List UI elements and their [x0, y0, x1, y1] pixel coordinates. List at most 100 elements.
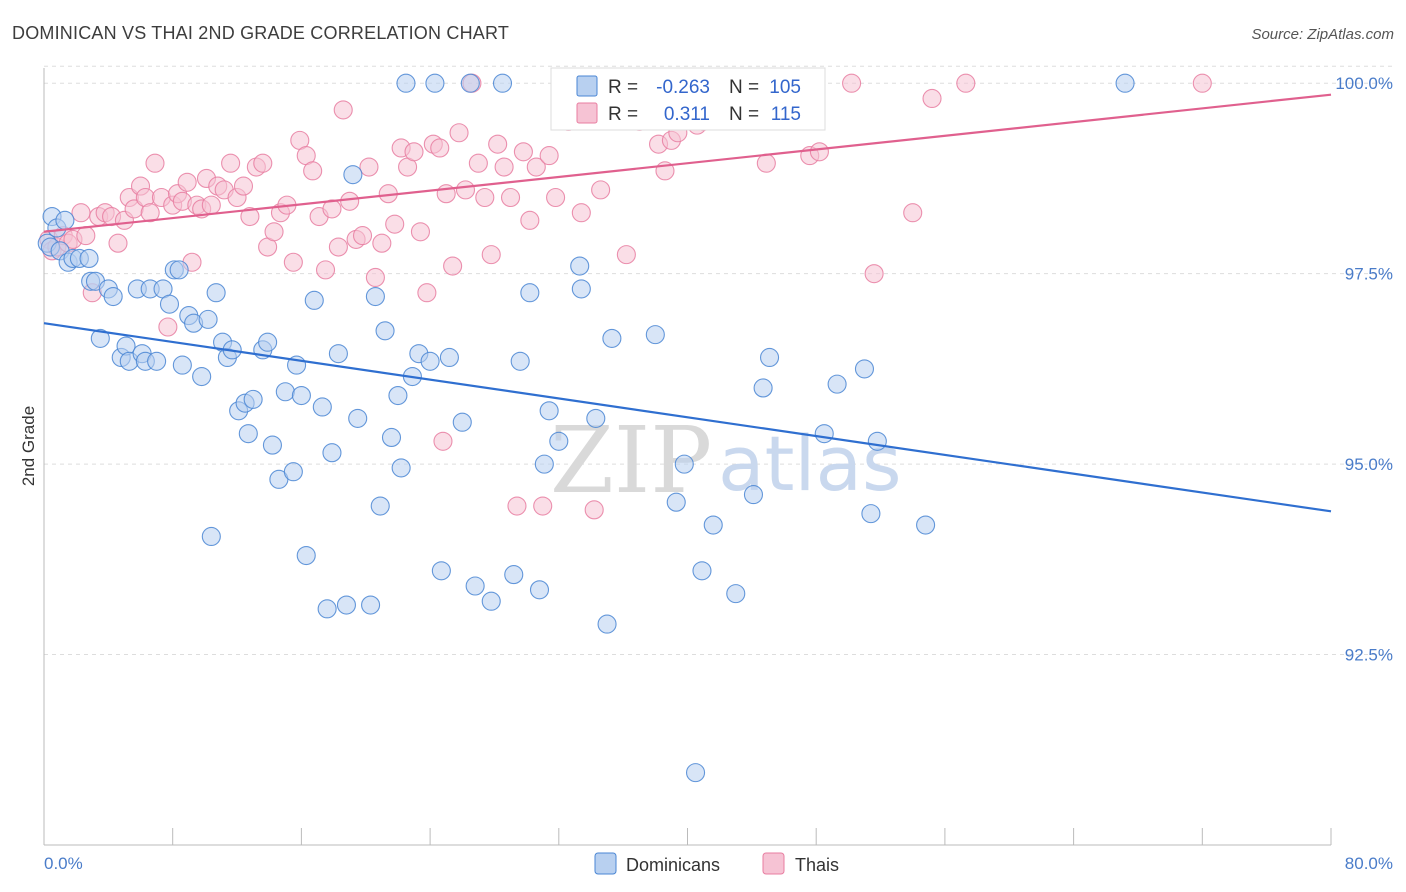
- y-tick-label: 95.0%: [1345, 455, 1393, 474]
- thai-point: [513, 142, 533, 162]
- y-tick-label: 97.5%: [1345, 265, 1393, 284]
- thai-point: [475, 187, 495, 208]
- thai-point: [76, 226, 96, 246]
- grid-lines: [44, 65, 1392, 656]
- stats-n-value-dominicans: 105: [769, 77, 801, 98]
- dominican-point: [692, 561, 712, 581]
- stats-n-value-thais: 115: [771, 104, 801, 125]
- dominican-point: [534, 454, 554, 474]
- dominican-point: [361, 595, 381, 615]
- thai-point: [481, 245, 501, 265]
- dominican-point: [291, 386, 311, 406]
- dominican-point: [854, 359, 875, 379]
- thai-point: [385, 214, 405, 234]
- dominican-point: [452, 412, 472, 432]
- thai-point: [140, 203, 160, 223]
- dominican-point: [201, 526, 221, 547]
- thai-point: [315, 260, 336, 280]
- thai-point: [108, 233, 128, 253]
- thai-point: [809, 142, 829, 162]
- legend-swatch-thais: [762, 852, 785, 875]
- thai-point: [372, 233, 392, 253]
- dominican-point: [283, 462, 303, 482]
- dominican-point: [916, 515, 936, 535]
- thai-point: [433, 431, 453, 451]
- dominican-point: [304, 290, 324, 310]
- thai-point: [333, 100, 353, 120]
- thai-point: [359, 157, 379, 177]
- dominican-point: [425, 73, 445, 93]
- thai-point: [455, 180, 476, 200]
- thai-point: [352, 226, 373, 246]
- thai-point: [507, 496, 527, 516]
- y-tick-label: 92.5%: [1345, 646, 1393, 665]
- dominican-point: [645, 325, 665, 345]
- thai-point: [533, 496, 553, 516]
- dominican-point: [586, 408, 606, 428]
- dominican-point: [520, 283, 540, 303]
- dominican-point: [510, 351, 530, 371]
- thai-point: [404, 142, 424, 162]
- dominican-point: [258, 332, 278, 352]
- thais-trend-line: [43, 93, 1332, 233]
- series-layer: [37, 73, 1212, 783]
- dominican-point: [504, 565, 524, 585]
- dominican-point: [685, 763, 706, 783]
- legend-label-dominicans: Dominicans: [626, 855, 720, 875]
- stats-n-label-dominicans: N =: [729, 77, 759, 98]
- dominican-point: [861, 504, 881, 524]
- thai-point: [526, 157, 546, 177]
- thai-point: [443, 256, 463, 276]
- thai-point: [616, 245, 636, 265]
- thai-point: [233, 176, 254, 196]
- stats-r-value-thais: 0.311: [664, 104, 710, 125]
- dominican-point: [336, 595, 356, 615]
- dominican-point: [375, 321, 395, 341]
- dominican-point: [169, 260, 189, 280]
- dominican-point: [296, 545, 316, 566]
- thai-point: [756, 153, 776, 173]
- dominican-point: [539, 401, 559, 421]
- x-tick-label-start: 0.0%: [44, 854, 83, 873]
- thai-point: [488, 134, 508, 154]
- dominican-point: [529, 580, 550, 600]
- thai-point: [303, 161, 323, 181]
- thai-point: [591, 180, 611, 200]
- dominican-point: [388, 386, 408, 406]
- thai-point: [500, 187, 521, 208]
- thai-point: [922, 88, 942, 109]
- dominican-point: [439, 347, 459, 368]
- dominican-point: [1115, 73, 1135, 93]
- thai-point: [158, 317, 178, 337]
- thai-point: [177, 172, 197, 192]
- thai-point: [264, 222, 284, 242]
- thai-point: [539, 146, 559, 166]
- stats-n-label-thais: N =: [729, 104, 759, 125]
- thai-point: [328, 237, 348, 257]
- dominican-point: [827, 374, 847, 394]
- dominican-point: [55, 210, 75, 230]
- axes: 92.5% 95.0% 97.5% 100.0% 0.0% 80.0%: [43, 68, 1393, 873]
- dominican-point: [90, 328, 110, 348]
- chart-source: Source: ZipAtlas.com: [1251, 26, 1394, 43]
- dominican-point: [549, 431, 569, 451]
- y-axis-label: 2nd Grade: [19, 406, 38, 486]
- thai-point: [145, 153, 165, 173]
- dominican-point: [396, 73, 416, 93]
- trend-layer: [43, 93, 1332, 513]
- series-dominicans: [37, 73, 1135, 783]
- dominican-point: [275, 382, 295, 402]
- series-legend: Dominicans Thais: [594, 852, 839, 875]
- thai-point: [1192, 73, 1212, 93]
- thai-point: [430, 138, 450, 158]
- thai-point: [340, 191, 360, 211]
- dominican-point: [243, 389, 263, 409]
- dominican-point: [343, 165, 363, 185]
- dominican-point: [365, 286, 385, 307]
- dominican-point: [597, 614, 617, 634]
- thai-point: [520, 210, 540, 230]
- thai-point: [283, 252, 303, 272]
- dominican-point: [322, 443, 342, 463]
- thai-point: [201, 195, 221, 215]
